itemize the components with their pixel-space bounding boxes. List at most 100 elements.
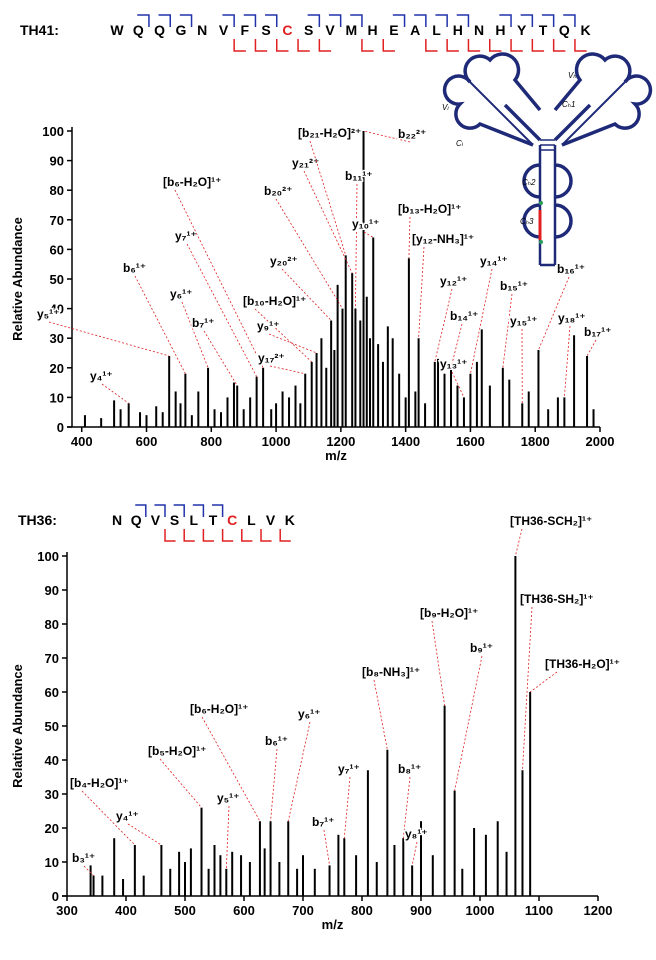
y-ion-bracket (532, 39, 544, 51)
antibody-arm (505, 105, 590, 140)
y-tick-label: 20 (50, 361, 64, 376)
y-ion-bracket (223, 529, 234, 541)
annotation-leader (419, 247, 424, 338)
y-tick-label: 90 (45, 583, 59, 598)
y-axis-title: Relative Abundance (10, 664, 25, 788)
annotation-label: y₁₈¹⁺ (558, 311, 586, 325)
residue: V (266, 512, 276, 528)
annotation-leader (587, 340, 596, 356)
residue: N (474, 22, 484, 38)
antibody-label: Cₕ2 (522, 178, 536, 187)
annotation-label: b₁₅¹⁺ (500, 279, 528, 293)
y-ion-bracket (277, 39, 289, 51)
antibody-label: Cₗ (456, 139, 464, 148)
x-tick-label: 1400 (391, 434, 420, 449)
y-tick-label: 0 (57, 420, 64, 435)
x-tick-label: 1000 (466, 903, 495, 918)
residue: V (151, 512, 161, 528)
residue: S (170, 512, 179, 528)
y-tick-label: 70 (50, 213, 64, 228)
x-tick-label: 500 (174, 903, 196, 918)
annotation-leader (435, 289, 452, 362)
y-tick-label: 0 (52, 889, 59, 904)
annotation-label: y₁₂¹⁺ (440, 274, 467, 288)
y-tick-label: 100 (37, 549, 59, 564)
annotation-label: [b₄-H₂O]¹⁺ (70, 776, 129, 790)
y-ion-bracket (490, 39, 502, 51)
residue: Q (559, 22, 570, 38)
y-tick-label: 40 (45, 753, 59, 768)
y-tick-label: 60 (50, 242, 64, 257)
antibody-arm (470, 82, 625, 145)
annotation-label: [b₆-H₂O]¹⁺ (163, 175, 221, 189)
y-tick-label: 50 (50, 272, 64, 287)
y-ion-bracket (575, 39, 587, 51)
y-ion-bracket (383, 39, 395, 51)
y-ion-bracket (511, 39, 523, 51)
y-tick-label: 80 (50, 183, 64, 198)
annotation-label: y₁₇²⁺ (258, 351, 285, 365)
x-axis-title: m/z (325, 448, 347, 463)
y-ion-bracket (554, 39, 566, 51)
y-ion-bracket (447, 39, 459, 51)
x-tick-label: 2000 (586, 434, 615, 449)
y-tick-label: 70 (45, 651, 59, 666)
residue: H (368, 22, 378, 38)
annotation-leader (128, 824, 161, 845)
residue: K (581, 22, 591, 38)
annotation-label: b₈¹⁺ (398, 762, 421, 776)
annotation-label: y₈¹⁺ (405, 827, 428, 841)
y-ion-bracket (426, 39, 438, 51)
annotation-label: y₁₀¹⁺ (352, 217, 379, 231)
annotation-leader (160, 759, 202, 808)
x-tick-label: 400 (71, 434, 93, 449)
annotation-leader (84, 866, 94, 876)
y-tick-label: 90 (50, 154, 64, 169)
annotation-label: y₅¹⁺ (37, 307, 60, 321)
y-ion-bracket (165, 529, 176, 541)
antibody-lobe (465, 54, 540, 110)
residue: K (285, 512, 295, 528)
x-tick-label: 1800 (521, 434, 550, 449)
annotation-leader (202, 717, 260, 821)
hinge (540, 140, 555, 150)
x-tick-label: 1600 (456, 434, 485, 449)
annotation-label: [b₁₃-H₂O]¹⁺ (398, 202, 462, 216)
annotation-label: [b₆-H₂O]¹⁺ (190, 702, 248, 716)
annotation-leader (412, 842, 417, 865)
site-marker (539, 201, 543, 205)
y-ion-bracket (319, 39, 331, 51)
residue: T (209, 512, 218, 528)
annotation-label: b₁₇¹⁺ (584, 325, 611, 339)
annotation-leader (271, 749, 277, 821)
y-ion-bracket (242, 529, 253, 541)
y-tick-label: 60 (45, 685, 59, 700)
residue: Q (131, 512, 142, 528)
annotation-leader (455, 656, 482, 791)
peptide-label: TH36: (18, 512, 57, 528)
y-ion-bracket (280, 529, 291, 541)
annotation-leader (102, 384, 129, 403)
y-ion-bracket (234, 39, 246, 51)
annotation-leader (564, 326, 570, 397)
annotation-label: y₁₄¹⁺ (480, 254, 508, 268)
residue: F (241, 22, 250, 38)
annotation-label: [TH36-H₂O]¹⁺ (545, 657, 620, 671)
antibody-stem (540, 145, 555, 265)
annotation-leader (226, 806, 229, 869)
y-tick-label: 80 (45, 617, 59, 632)
residue: H (495, 22, 505, 38)
annotation-label: b₇¹⁺ (192, 316, 214, 330)
residue: S (261, 22, 270, 38)
annotation-leader (344, 777, 350, 838)
y-tick-label: 10 (45, 855, 59, 870)
residue: L (247, 512, 256, 528)
annotation-leader (270, 366, 305, 374)
residue: W (110, 22, 124, 38)
annotation-label: b₁₁¹⁺ (345, 169, 373, 183)
annotation-label: b₁₄¹⁺ (450, 309, 478, 323)
annotation-leader (310, 141, 346, 255)
residue: N (197, 22, 207, 38)
annotation-leader (530, 672, 557, 692)
annotation-label: y₁₃¹⁺ (440, 357, 468, 371)
